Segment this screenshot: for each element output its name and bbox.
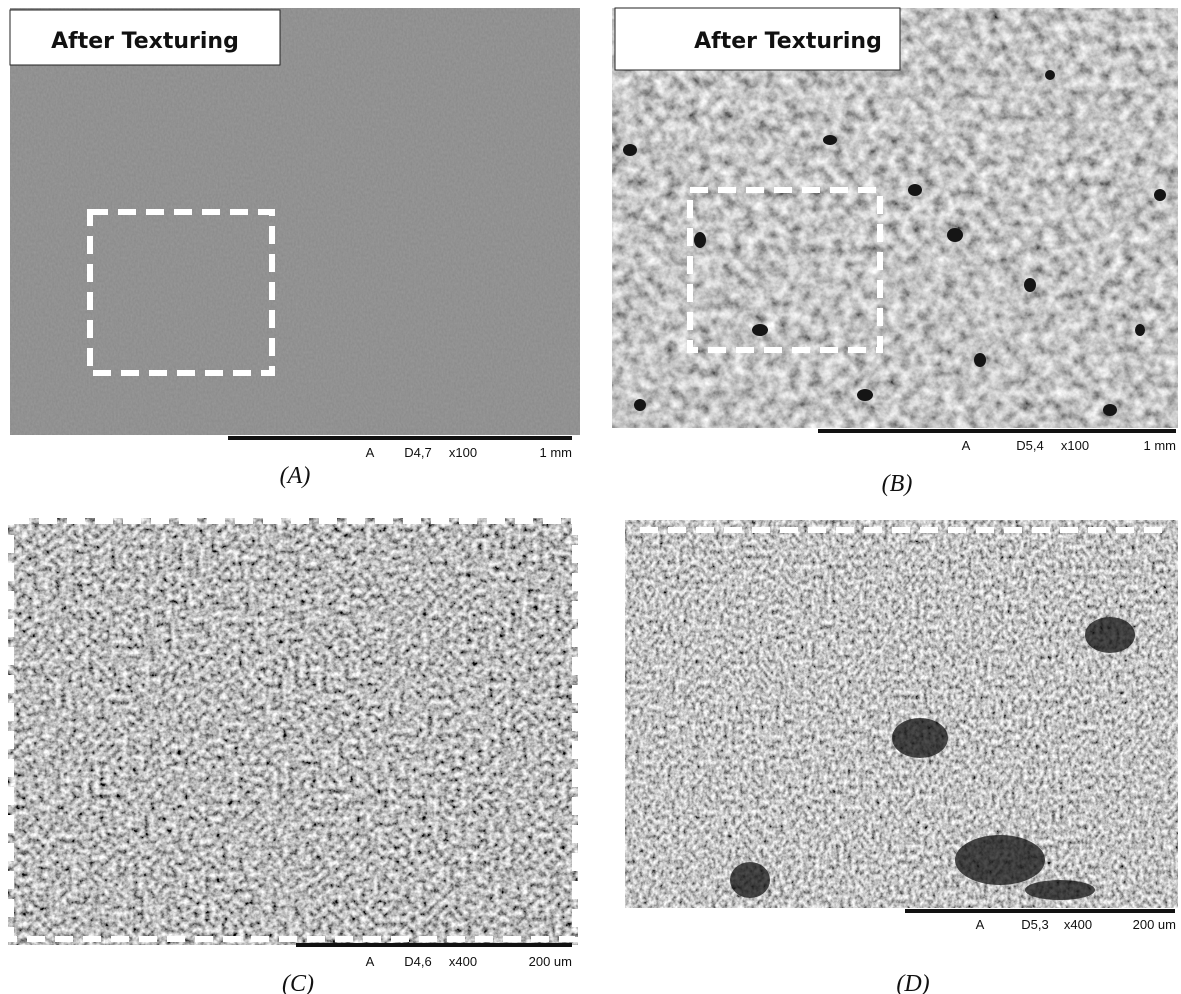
scale-mode: A — [366, 954, 375, 969]
scale-length: 1 mm — [540, 445, 573, 460]
scale-mode: A — [976, 917, 985, 932]
micrograph-c — [8, 518, 578, 945]
scale-length: 200 um — [529, 954, 572, 969]
scale-length: 200 um — [1133, 917, 1176, 932]
scale-length: 1 mm — [1144, 438, 1177, 453]
scale-magnification: x100 — [1061, 438, 1089, 453]
scale-mode: A — [962, 438, 971, 453]
scale-code: D5,3 — [1021, 917, 1048, 932]
panel-label: (D) — [896, 971, 929, 994]
figure: (A) After Texturing A D4,7 x100 1 mm (B) After … — [0, 0, 1181, 994]
badge-text: After Texturing — [51, 29, 239, 54]
badge-text: After Texturing — [694, 29, 882, 54]
micrograph-d — [625, 520, 1178, 908]
panel-label: (C) — [282, 971, 314, 994]
micrograph-b — [612, 8, 1178, 428]
scale-magnification: x400 — [449, 954, 477, 969]
scale-code: D4,7 — [404, 445, 431, 460]
page: (A) After Texturing A D4,7 x100 1 mm (B) After … — [0, 0, 1181, 994]
panel-label: (B) — [882, 471, 913, 497]
scale-code: D5,4 — [1016, 438, 1043, 453]
panel-label: (A) — [280, 463, 311, 489]
scale-magnification: x400 — [1064, 917, 1092, 932]
scale-code: D4,6 — [404, 954, 431, 969]
scale-magnification: x100 — [449, 445, 477, 460]
scale-mode: A — [366, 445, 375, 460]
